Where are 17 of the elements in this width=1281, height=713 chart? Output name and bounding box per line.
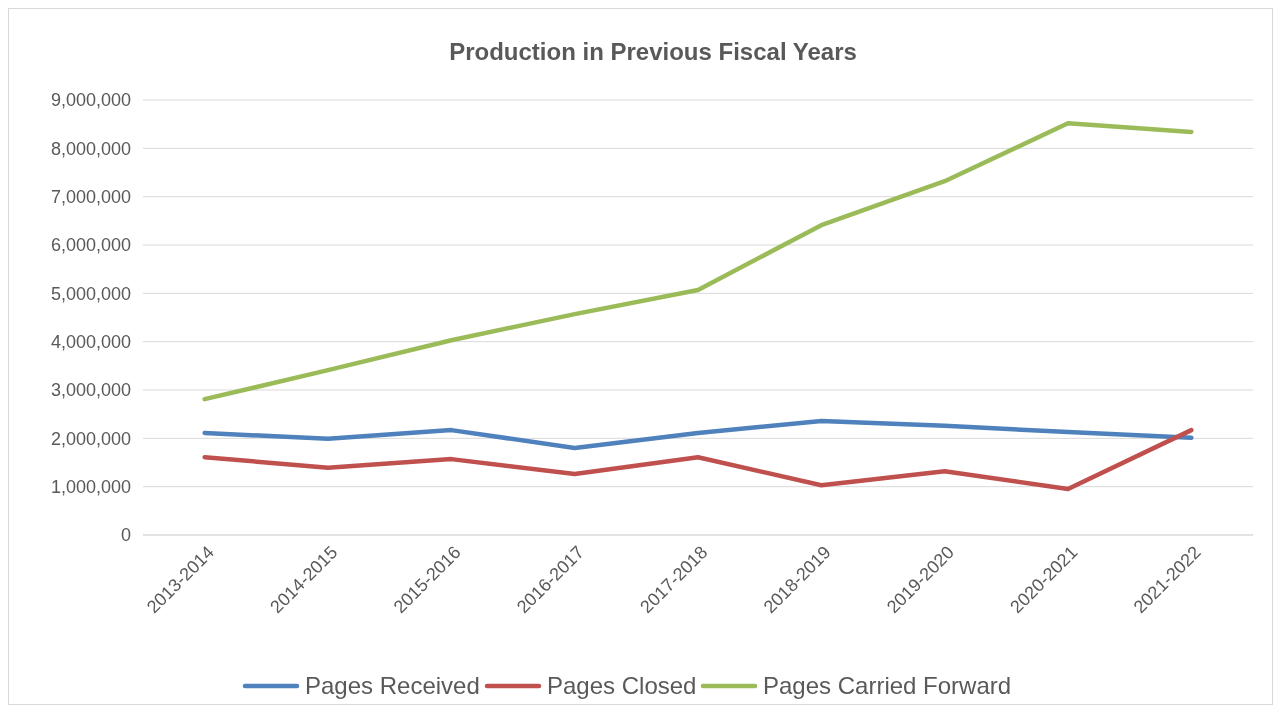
legend-label: Pages Closed [547, 672, 697, 700]
y-tick-label: 2,000,000 [50, 428, 131, 449]
y-tick-label: 5,000,000 [50, 283, 131, 304]
y-tick-label: 8,000,000 [50, 138, 131, 159]
y-tick-label: 9,000,000 [50, 90, 131, 111]
y-tick-label: 0 [120, 525, 131, 546]
line-series [202, 427, 1194, 492]
legend-label: Pages Carried Forward [763, 672, 1012, 700]
y-tick-label: 4,000,000 [50, 331, 131, 352]
chart-title: Production in Previous Fiscal Years [449, 38, 857, 65]
legend-label: Pages Received [305, 672, 480, 700]
line-series [202, 120, 1194, 402]
y-tick-label: 7,000,000 [50, 186, 131, 207]
line-series [202, 418, 1194, 451]
y-tick-label: 3,000,000 [50, 380, 131, 401]
y-tick-label: 1,000,000 [50, 476, 131, 497]
y-tick-label: 6,000,000 [50, 235, 131, 256]
